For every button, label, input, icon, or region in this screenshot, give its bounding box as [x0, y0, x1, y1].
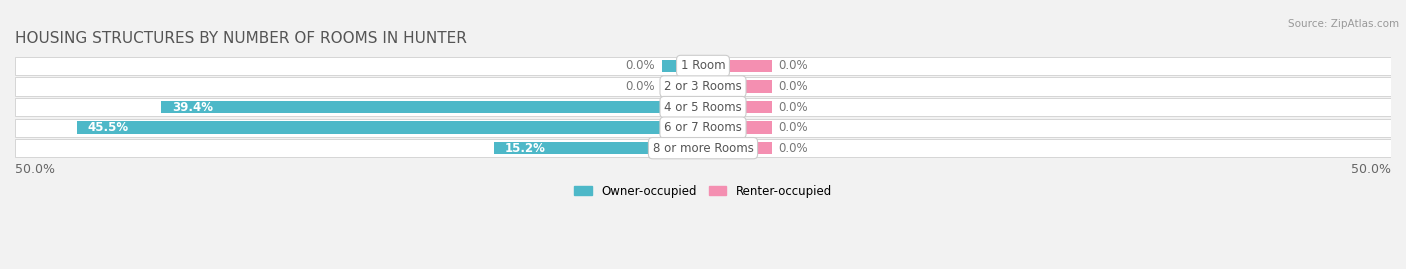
Text: HOUSING STRUCTURES BY NUMBER OF ROOMS IN HUNTER: HOUSING STRUCTURES BY NUMBER OF ROOMS IN… [15, 31, 467, 46]
Text: 0.0%: 0.0% [779, 59, 808, 72]
Bar [703, 142, 772, 154]
Text: 0.0%: 0.0% [626, 80, 655, 93]
Text: 50.0%: 50.0% [1351, 162, 1391, 176]
Legend: Owner-occupied, Renter-occupied: Owner-occupied, Renter-occupied [574, 185, 832, 197]
Bar [15, 98, 1391, 116]
Text: 1 Room: 1 Room [681, 59, 725, 72]
Bar [77, 121, 703, 134]
Text: 0.0%: 0.0% [779, 101, 808, 114]
Text: Source: ZipAtlas.com: Source: ZipAtlas.com [1288, 19, 1399, 29]
Text: 0.0%: 0.0% [779, 142, 808, 155]
Bar [703, 101, 772, 113]
Bar [662, 80, 703, 93]
Bar [15, 139, 1391, 157]
Bar [160, 101, 703, 113]
Bar [494, 142, 703, 154]
Text: 0.0%: 0.0% [779, 121, 808, 134]
Bar [662, 60, 703, 72]
Text: 39.4%: 39.4% [172, 101, 212, 114]
Bar [703, 121, 772, 134]
Bar [15, 119, 1391, 137]
Text: 15.2%: 15.2% [505, 142, 546, 155]
Text: 4 or 5 Rooms: 4 or 5 Rooms [664, 101, 742, 114]
Text: 2 or 3 Rooms: 2 or 3 Rooms [664, 80, 742, 93]
Text: 0.0%: 0.0% [626, 59, 655, 72]
Bar [703, 80, 772, 93]
Bar [15, 57, 1391, 75]
Bar [703, 60, 772, 72]
Bar [15, 77, 1391, 95]
Text: 45.5%: 45.5% [89, 121, 129, 134]
Text: 50.0%: 50.0% [15, 162, 55, 176]
Text: 8 or more Rooms: 8 or more Rooms [652, 142, 754, 155]
Text: 6 or 7 Rooms: 6 or 7 Rooms [664, 121, 742, 134]
Text: 0.0%: 0.0% [779, 80, 808, 93]
